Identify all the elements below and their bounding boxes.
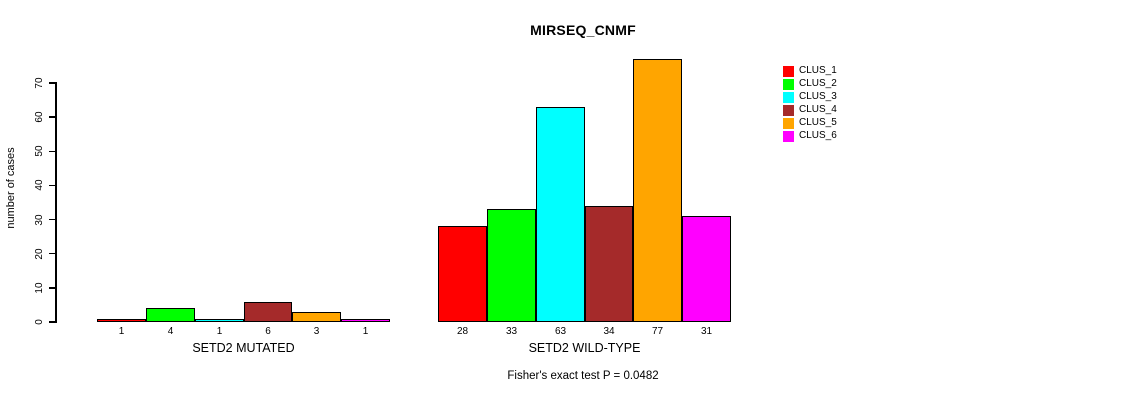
- y-axis-tick: [49, 150, 56, 153]
- y-axis-tick: [49, 218, 56, 221]
- y-axis-tick-label: 20: [34, 248, 45, 260]
- legend-label: CLUS_3: [799, 91, 837, 102]
- bar-clus-2-setd2-mutated: [146, 308, 195, 322]
- legend-swatch-clus-3: [783, 92, 794, 103]
- bar-clus-2-setd2-wild-type: [487, 209, 536, 322]
- legend-label: CLUS_4: [799, 104, 837, 115]
- y-axis-tick-label: 60: [34, 111, 45, 123]
- legend-swatch-clus-4: [783, 105, 794, 116]
- y-axis-tick-label: 30: [34, 214, 45, 226]
- bar-clus-1-setd2-wild-type: [438, 226, 487, 322]
- y-axis-tick-label: 0: [34, 319, 45, 325]
- y-axis-tick: [49, 82, 56, 84]
- group-label-setd2-mutated: SETD2 MUTATED: [192, 341, 295, 355]
- bar-value-label: 1: [118, 326, 125, 337]
- legend-label: CLUS_6: [799, 130, 837, 141]
- bar-clus-5-setd2-wild-type: [633, 59, 682, 322]
- fisher-test-annotation: Fisher's exact test P = 0.0482: [507, 370, 659, 382]
- bar-value-label: 1: [216, 326, 223, 337]
- y-axis-tick-label: 10: [34, 282, 45, 294]
- y-axis-label: number of cases: [5, 147, 17, 229]
- group-label-setd2-wild-type: SETD2 WILD-TYPE: [528, 341, 641, 355]
- bar-value-label: 28: [456, 326, 469, 337]
- y-axis-tick: [49, 184, 56, 187]
- bar-clus-1-setd2-mutated: [97, 319, 146, 322]
- bar-clus-5-setd2-mutated: [292, 312, 341, 322]
- legend-label: CLUS_1: [799, 65, 837, 76]
- y-axis-tick: [49, 287, 56, 289]
- bar-value-label: 1: [362, 326, 369, 337]
- y-axis-tick: [49, 321, 56, 323]
- bar-clus-6-setd2-mutated: [341, 319, 390, 322]
- bar-clus-3-setd2-wild-type: [536, 107, 585, 322]
- bar-clus-4-setd2-wild-type: [585, 206, 633, 322]
- y-axis-tick: [49, 252, 56, 255]
- bar-value-label: 6: [265, 326, 271, 337]
- bar-value-label: 4: [167, 326, 174, 337]
- legend-swatch-clus-1: [783, 66, 794, 77]
- legend-swatch-clus-6: [783, 131, 794, 142]
- y-axis-tick: [49, 116, 56, 118]
- bar-value-label: 63: [554, 326, 567, 337]
- y-axis-line: [55, 82, 57, 323]
- bar-clus-6-setd2-wild-type: [682, 216, 731, 322]
- bar-value-label: 77: [651, 326, 664, 337]
- bar-value-label: 34: [603, 326, 615, 337]
- y-axis-tick-label: 50: [34, 145, 45, 157]
- legend-label: CLUS_5: [799, 117, 837, 128]
- bar-value-label: 3: [313, 326, 320, 337]
- legend-swatch-clus-5: [783, 118, 794, 129]
- y-axis-tick-label: 40: [34, 179, 45, 191]
- legend-label: CLUS_2: [799, 78, 837, 89]
- chart-title: MIRSEQ_CNMF: [530, 22, 636, 38]
- legend-swatch-clus-2: [783, 79, 794, 90]
- bar-clus-3-setd2-mutated: [195, 319, 244, 322]
- y-axis-tick-label: 70: [34, 77, 45, 89]
- bar-value-label: 31: [700, 326, 713, 337]
- bar-value-label: 33: [505, 326, 518, 337]
- bar-clus-4-setd2-mutated: [244, 302, 292, 322]
